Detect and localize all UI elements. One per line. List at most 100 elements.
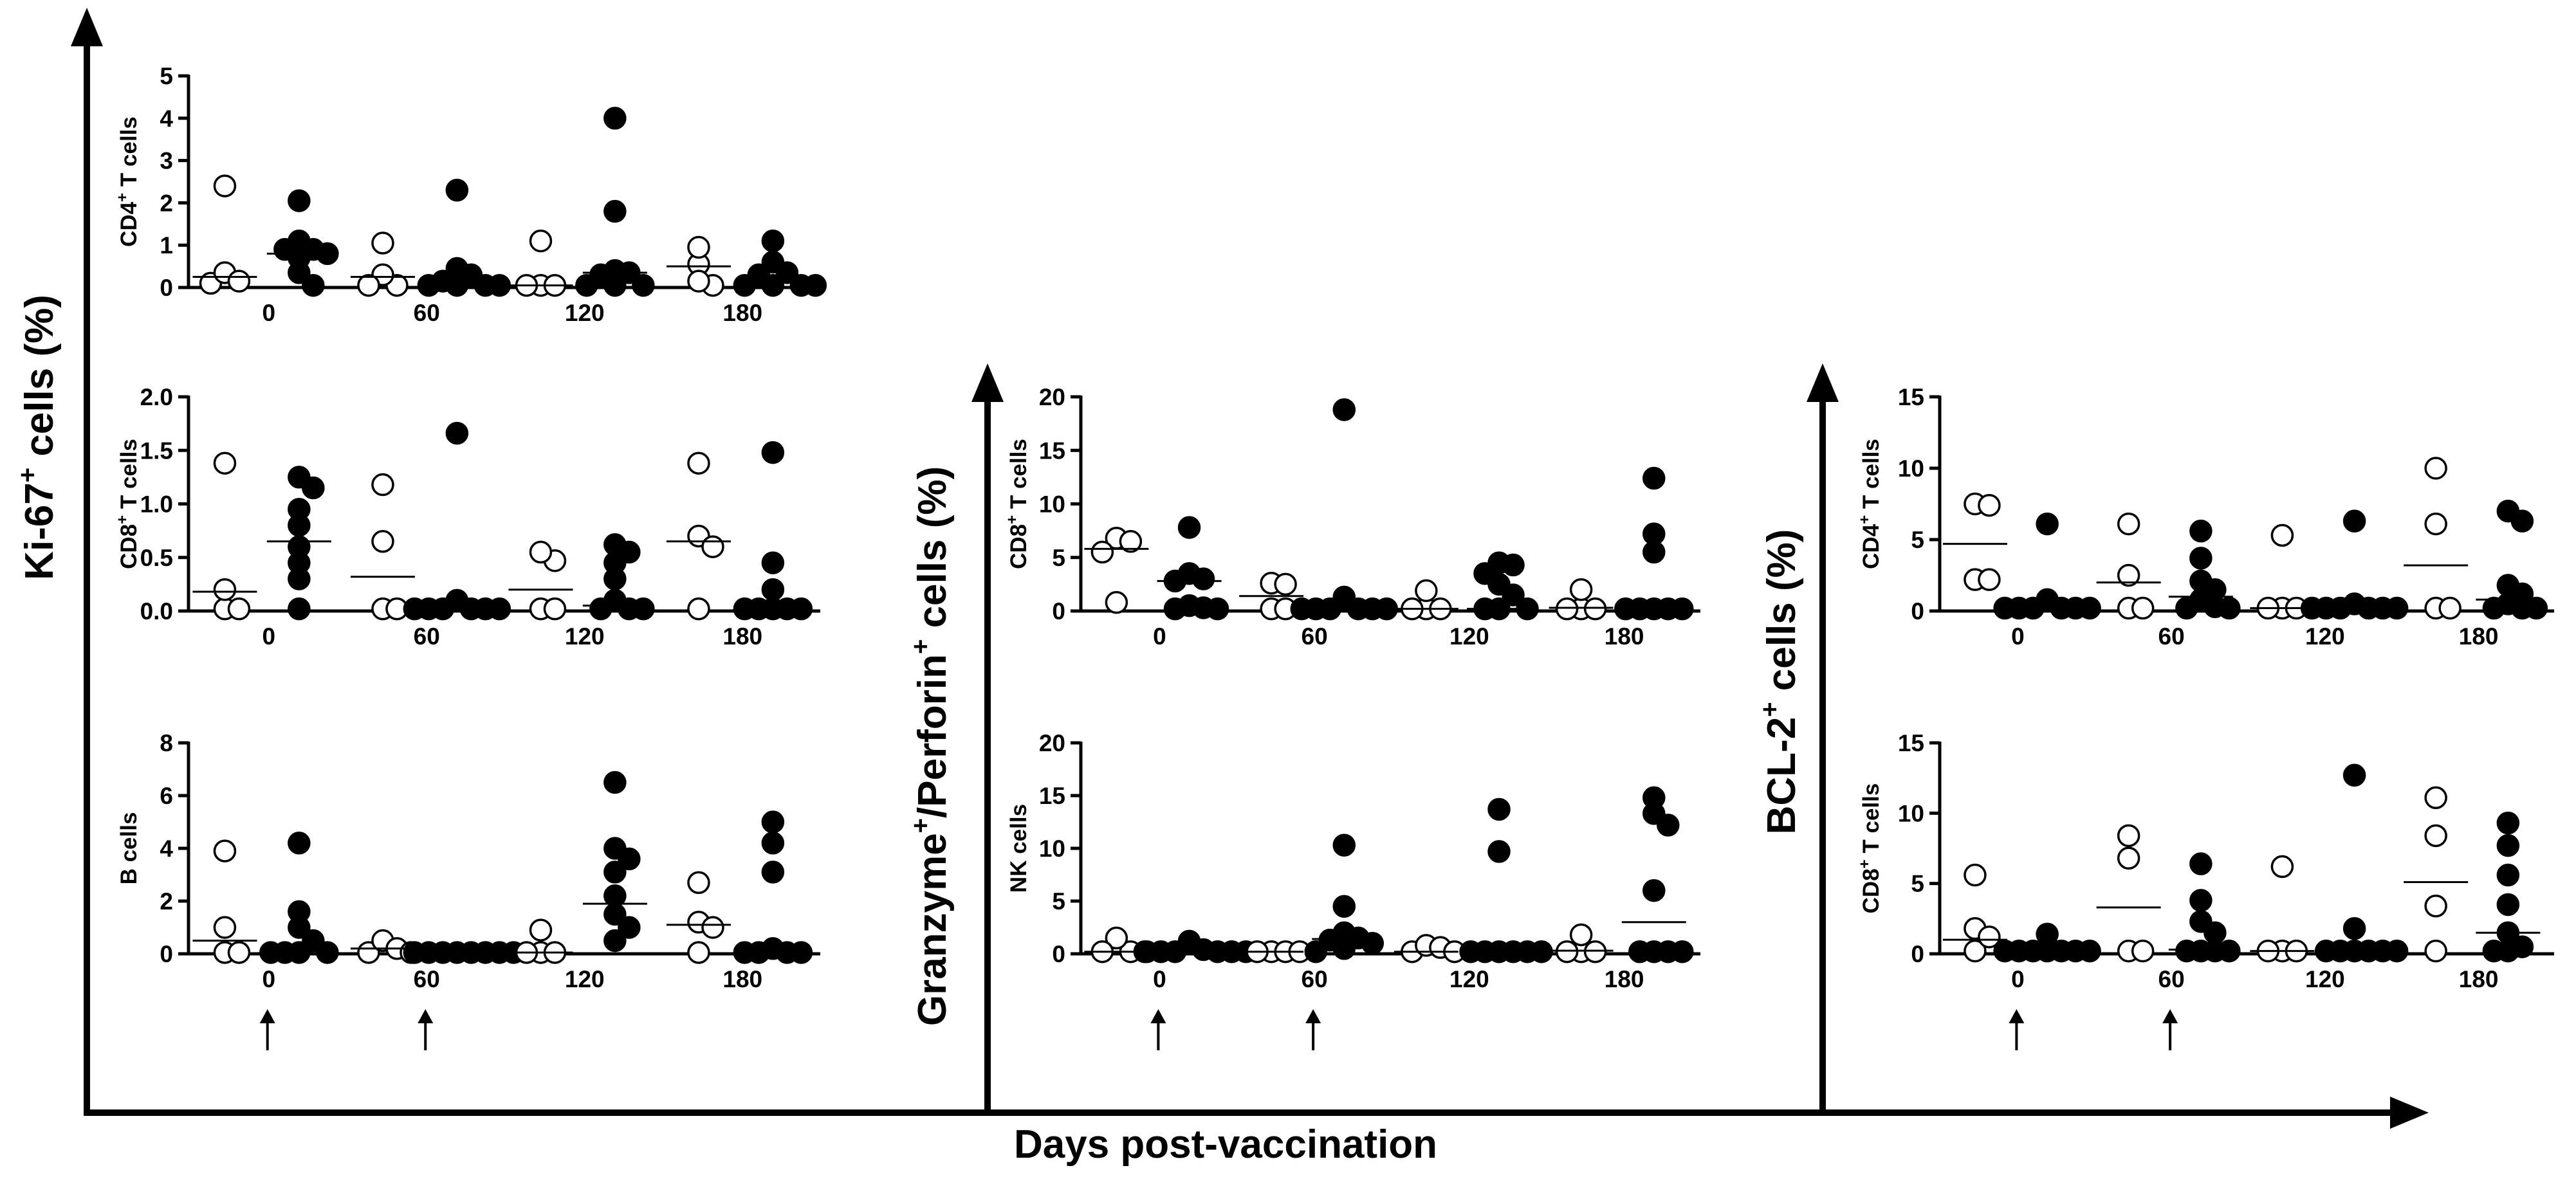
- bcl2-cd8-open-point: [1978, 926, 2001, 949]
- vaccination-arrowhead-icon: [1150, 1009, 1166, 1023]
- bcl2-cd8-chart: 0 5 10 15 CD8+ T cells 0 60 120 180: [1856, 730, 2554, 1050]
- bcl2-cd8-filled-point: [2496, 811, 2520, 835]
- ki67-cd8-filled-point: [302, 476, 325, 500]
- gzm-cd8-open-point: [1415, 579, 1438, 603]
- ki67-cd8-open-point: [213, 578, 237, 601]
- bcl2-cd4-filled-point: [2203, 595, 2227, 619]
- bcl2-cd8-filled-point: [2342, 917, 2366, 940]
- ki67-b-filled-point: [288, 900, 311, 924]
- ki67-cd8-open-point: [543, 597, 567, 621]
- bcl2-cd4-filled-point: [2496, 574, 2520, 597]
- bcl2-cd8-y-tick-label: 15: [1898, 730, 1924, 756]
- time-axis-arrow-icon: [2390, 1097, 2429, 1129]
- gzm-cd8-open-point: [1569, 578, 1593, 601]
- ki67-cd8-filled-point: [445, 588, 469, 612]
- gzm-cd8-filled-point: [1502, 553, 1525, 577]
- ki67-cd4-open-point: [687, 269, 710, 293]
- ki67-b-y-tick-label: 8: [160, 730, 173, 756]
- ki67-cd8-open-point: [227, 597, 251, 621]
- bcl2-cd8-filled-point: [2218, 939, 2241, 963]
- ki67-cd4-y-label: CD4+ T cells: [114, 116, 142, 247]
- ki67-cd4-filled-point: [804, 273, 827, 297]
- gzm-nk-x-tick-label: 120: [1449, 966, 1489, 992]
- bcl2-cd4-filled-point: [2496, 499, 2520, 523]
- ki67-cd4-x-tick-label: 0: [262, 300, 275, 326]
- ki67-cd4-y-tick-label: 1: [160, 232, 173, 259]
- bcl2-cd4-filled-point: [2036, 588, 2059, 611]
- bcl2-cd8-x-tick-label: 120: [2305, 966, 2345, 992]
- bcl2-cd8-filled-point: [2496, 863, 2520, 887]
- gzm-nk-filled-point: [1135, 940, 1159, 963]
- bcl2-cd4-filled-point: [2036, 512, 2059, 536]
- ki67-b-y-tick-label: 4: [160, 835, 173, 862]
- gzm-nk-filled-point: [1487, 840, 1511, 863]
- ki67-cd8-y-tick-label: 2.0: [140, 384, 173, 410]
- bcl2-cd4-filled-point: [1993, 596, 2016, 620]
- gzm-nk-filled-point: [1332, 921, 1356, 944]
- ki67-cd4-open-point: [687, 235, 710, 259]
- ki67-group-label: Ki-67+ cells (%): [14, 295, 62, 580]
- ki67-cd8-filled-point: [603, 567, 627, 590]
- gzm-nk-filled-point: [1642, 879, 1666, 902]
- bcl2-cd4-filled-point: [2078, 596, 2101, 620]
- bcl2-cd8-x-tick-label: 0: [2011, 966, 2025, 992]
- gzm-nk-y-tick-label: 0: [1052, 941, 1065, 967]
- ki67-cd8-filled-point: [603, 588, 627, 612]
- ki67-b-filled-point: [403, 941, 427, 964]
- ki67-b-filled-point: [789, 941, 813, 964]
- bcl2-cd8-x-tick-label: 180: [2459, 966, 2499, 992]
- bcl2-cd4-open-point: [1978, 568, 2001, 591]
- gzm-cd8-y-tick-label: 10: [1039, 491, 1065, 518]
- gzm-nk-open-point: [1105, 926, 1128, 950]
- ki67-cd4-y-tick-label: 4: [160, 105, 173, 132]
- bcl2-cd8-open-point: [1964, 863, 1987, 887]
- ki67-cd4-filled-point: [761, 229, 785, 253]
- ki67-cd4-x-tick-label: 60: [414, 300, 440, 326]
- ki67-cd8-y-label: CD8+ T cells: [114, 439, 142, 569]
- ki67-cd4-x-tick-label: 180: [722, 300, 762, 326]
- ki67-cd8-filled-point: [761, 551, 785, 574]
- gzm-cd8-filled-point: [1191, 567, 1215, 590]
- ki67-b-open-point: [687, 871, 710, 895]
- ki67-cd4-y-tick-label: 3: [160, 148, 173, 174]
- ki67-cd4-filled-point: [288, 261, 311, 284]
- bcl2-cd8-filled-point: [2496, 834, 2520, 857]
- ki67-cd4-filled-point: [488, 273, 511, 297]
- bcl2-cd8-x-tick-label: 60: [2158, 966, 2185, 992]
- ki67-b-open-point: [213, 916, 237, 939]
- ki67-cd8-open-point: [701, 535, 724, 558]
- ki67-cd8-filled-point: [761, 578, 785, 601]
- bcl2-cd8-open-point: [2270, 855, 2294, 879]
- ki67-cd8-open-point: [371, 530, 394, 553]
- bcl2-cd4-open-point: [2424, 512, 2447, 536]
- ki67-cd8-y-tick-label: 0.0: [140, 598, 173, 625]
- ki67-b-y-tick-label: 0: [160, 941, 173, 967]
- ki67-b-x-tick-label: 60: [414, 966, 440, 992]
- bcl2-cd8-filled-point: [2036, 922, 2059, 946]
- ki67-cd8-y-tick-label: 0.5: [140, 545, 173, 571]
- ki67-cd4-filled-point: [445, 257, 469, 280]
- bcl2-cd8-filled-point: [2496, 893, 2520, 917]
- ki67-b-filled-point: [603, 837, 627, 860]
- bcl2-cd4-y-tick-label: 10: [1898, 455, 1924, 482]
- ki67-cd8-open-point: [529, 540, 553, 564]
- bcl2-group-axis-arrow-icon: [1807, 363, 1839, 402]
- vaccination-arrowhead-icon: [1305, 1009, 1321, 1023]
- ki67-cd8-y-tick-label: 1.5: [140, 437, 173, 464]
- gzm-cd8-open-point: [1105, 590, 1128, 614]
- gzm-nk-filled-point: [1332, 895, 1356, 918]
- gzm-nk-open-point: [1569, 923, 1593, 947]
- bcl2-cd4-filled-point: [2189, 569, 2213, 593]
- gzm-nk-filled-point: [1530, 940, 1553, 963]
- bcl2-cd4-y-tick-label: 15: [1898, 384, 1924, 410]
- ki67-b-x-tick-label: 120: [565, 966, 605, 992]
- gzm-nk-filled-point: [1628, 940, 1651, 963]
- bcl2-cd4-chart: 0 5 10 15 CD4+ T cells 0 60 120 180: [1856, 384, 2554, 650]
- ki67-cd8-x-tick-label: 0: [262, 623, 275, 650]
- ki67-cd8-filled-point: [761, 441, 785, 464]
- ki67-b-y-tick-label: 2: [160, 888, 173, 915]
- ki67-cd4-open-point: [371, 232, 394, 255]
- ki67-b-filled-point: [733, 941, 757, 964]
- ki67-cd4-filled-point: [603, 107, 627, 130]
